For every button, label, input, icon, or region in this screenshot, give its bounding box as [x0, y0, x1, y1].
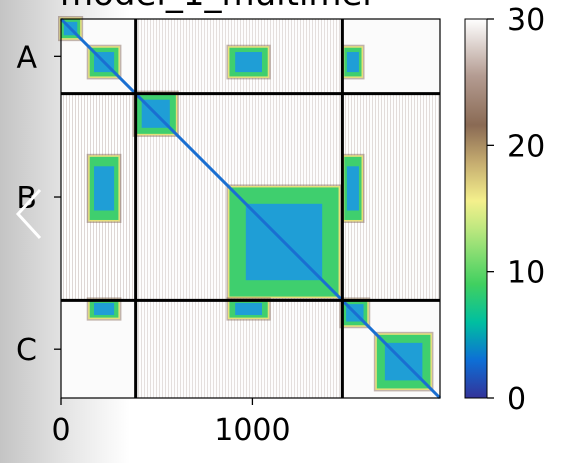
heatmap-cell [235, 52, 262, 73]
heatmap-cell [346, 166, 359, 211]
colorbar-tick-label: 20 [507, 129, 545, 164]
colorbar-tick-label: 30 [507, 3, 545, 38]
heatmap-cell [346, 52, 359, 73]
y-tick-label: C [16, 333, 37, 368]
heatmap-frame [60, 18, 441, 399]
diagonal-band [59, 17, 442, 400]
colorbar-tick-label: 10 [507, 256, 545, 291]
x-tick-label: 0 [51, 413, 70, 448]
heatmap-cell [94, 166, 115, 211]
colorbar-tick-label: 0 [507, 382, 526, 417]
x-tick-label: 1000 [214, 413, 290, 448]
colorbar [464, 18, 488, 399]
y-tick-label: B [16, 181, 37, 216]
heatmap-cell [235, 302, 262, 316]
y-tick-label: A [16, 40, 37, 75]
back-chevron-icon[interactable] [12, 186, 46, 242]
chart-title: model_1_multimer [60, 0, 460, 14]
heatmap-cell [94, 302, 115, 316]
